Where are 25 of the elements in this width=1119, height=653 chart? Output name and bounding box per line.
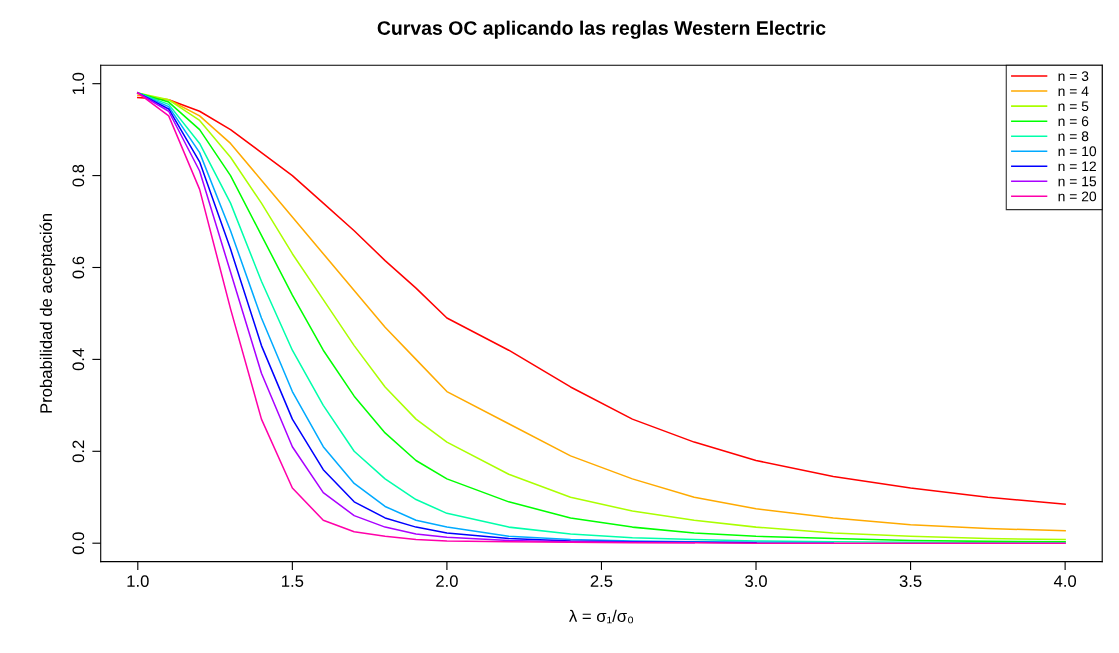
y-tick-label: 0.2: [72, 440, 85, 463]
legend-label: n = 10: [1058, 146, 1097, 157]
x-tick-label: 3.0: [745, 575, 767, 588]
legend-label: n = 12: [1058, 161, 1096, 172]
legend-label: n = 8: [1058, 131, 1089, 142]
x-tick-label: 2.5: [590, 575, 613, 588]
legend-label: n = 4: [1058, 86, 1089, 96]
x-tick-label: 1.0: [127, 575, 149, 588]
x-tick-label: 4.0: [1053, 575, 1077, 588]
legend-label: n = 5: [1058, 101, 1089, 112]
y-axis-title: Probabilidad de aceptación: [39, 213, 56, 413]
legend-label: n = 6: [1058, 116, 1089, 127]
legend-label: n = 15: [1058, 176, 1097, 187]
y-tick-label: 0.0: [72, 532, 85, 555]
legend-label: n = 3: [1058, 71, 1089, 82]
y-tick-label: 0.6: [72, 256, 85, 279]
x-tick-label: 1.5: [282, 575, 304, 588]
x-tick-label: 2.0: [436, 575, 458, 588]
y-tick-label: 0.4: [72, 348, 85, 371]
x-axis-title: λ = σ₁/σ₀: [569, 609, 634, 624]
legend-label: n = 20: [1058, 191, 1097, 202]
x-tick-label: 3.5: [899, 575, 922, 588]
y-tick-label: 1.0: [72, 72, 85, 94]
y-tick-label: 0.8: [72, 164, 85, 187]
chart-title: Curvas OC aplicando las reglas Western Electric: [377, 20, 826, 39]
